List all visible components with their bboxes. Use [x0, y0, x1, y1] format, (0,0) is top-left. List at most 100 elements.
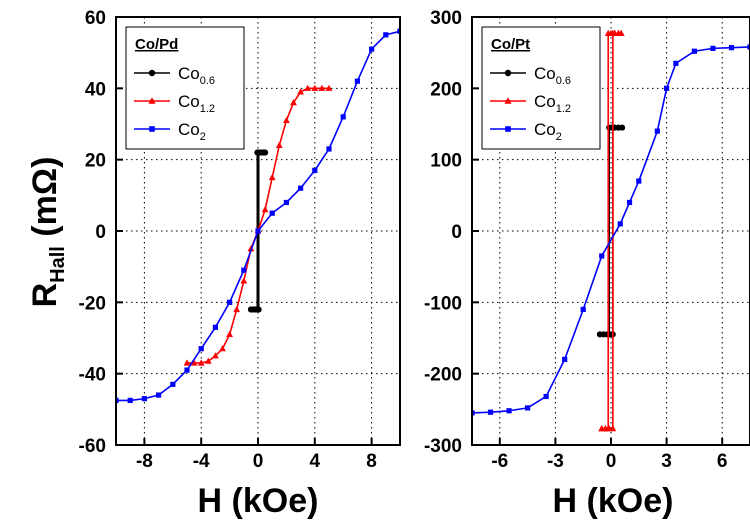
data-point [116, 397, 119, 404]
data-point [190, 359, 198, 366]
legend-marker [505, 126, 511, 132]
data-point [397, 28, 400, 34]
y-tick-label: 100 [430, 151, 462, 172]
data-point [728, 45, 735, 51]
y-tick-label: 60 [85, 8, 106, 29]
data-point [204, 357, 212, 364]
data-point [226, 330, 233, 338]
data-point [247, 306, 254, 313]
legend-marker [148, 97, 156, 104]
y-tick-label: -60 [79, 436, 106, 457]
data-point [525, 405, 531, 411]
data-point [543, 393, 549, 400]
x-tick-label: 3 [661, 451, 672, 472]
data-point [318, 84, 326, 91]
legend-label: Co2 [534, 120, 562, 143]
data-point [617, 221, 623, 227]
data-point [472, 410, 475, 416]
data-point [747, 44, 750, 50]
y-tick-label: 0 [451, 222, 462, 243]
data-point [184, 367, 190, 373]
legend-marker [148, 69, 156, 77]
x-tick-label: 0 [606, 451, 617, 472]
data-point [233, 305, 241, 313]
data-point [283, 199, 289, 206]
y-tick-label: 40 [85, 79, 106, 100]
data-point [312, 167, 318, 173]
data-point [673, 60, 679, 66]
y-axis-title-main: R [26, 283, 64, 308]
data-point [127, 397, 133, 404]
legend-marker [504, 69, 512, 77]
legend-label: Co2 [178, 120, 206, 143]
y-axis-title-unit: (mΩ) [26, 157, 64, 247]
data-point [326, 146, 332, 152]
data-point [487, 409, 494, 415]
y-tick-label: 300 [430, 8, 462, 29]
data-point [580, 306, 586, 313]
data-point [383, 32, 389, 38]
data-point [626, 199, 633, 206]
data-point [219, 345, 226, 352]
x-tick-label: -4 [193, 451, 210, 472]
data-point [141, 396, 147, 402]
y-tick-label: 0 [95, 222, 106, 243]
y-tick-label: -40 [79, 365, 106, 386]
data-point [691, 48, 697, 54]
x-axis-title-right: H (kOe) [553, 482, 674, 520]
data-point [636, 178, 642, 184]
data-point [183, 359, 191, 366]
y-tick-label: -200 [424, 365, 462, 386]
data-point [156, 392, 162, 398]
data-point [298, 185, 304, 191]
data-point [198, 346, 204, 352]
data-point [596, 331, 603, 338]
data-point [710, 45, 716, 51]
y-tick-label: 200 [430, 79, 462, 100]
data-point [664, 85, 670, 91]
data-point [325, 84, 333, 91]
y-tick-label: 20 [85, 151, 106, 172]
data-point [212, 352, 219, 359]
data-point [311, 84, 319, 91]
data-point [275, 141, 283, 148]
data-point [255, 149, 262, 156]
data-point [609, 29, 617, 37]
y-tick-label: -300 [424, 436, 462, 457]
panel-co-pd: -8 -4 0 4 8-60-40-200204060Co/PdCo0.6Co1.2Co… [79, 8, 401, 472]
y-tick-label: -20 [79, 293, 106, 314]
data-point [297, 88, 304, 95]
x-tick-label: 6 [717, 451, 728, 472]
data-point [654, 128, 660, 134]
data-point [598, 424, 606, 432]
data-point [170, 381, 176, 387]
y-tick-label: -100 [424, 293, 462, 314]
data-point [506, 408, 512, 414]
x-tick-label: 0 [253, 451, 264, 472]
data-point [562, 356, 568, 362]
series-group [472, 29, 750, 432]
data-point [268, 173, 276, 181]
x-tick-label: -6 [491, 451, 508, 472]
x-tick-label: 4 [310, 451, 321, 472]
series-group [116, 28, 400, 404]
x-tick-label: -8 [136, 451, 153, 472]
data-point [241, 267, 247, 273]
data-point [304, 84, 312, 91]
data-point [269, 210, 275, 216]
data-point [227, 299, 233, 305]
x-axis-title-left: H (kOe) [198, 482, 319, 520]
data-point [369, 46, 375, 52]
data-point [340, 114, 346, 120]
y-axis-title: RHall (mΩ) [26, 157, 69, 308]
data-point [212, 324, 218, 330]
legend-marker [504, 97, 512, 104]
x-tick-label: -3 [547, 451, 564, 472]
data-point [261, 206, 269, 213]
x-tick-label: 8 [366, 451, 377, 472]
series-line-co2 [472, 46, 750, 414]
legend-title: Co/Pd [135, 36, 178, 53]
